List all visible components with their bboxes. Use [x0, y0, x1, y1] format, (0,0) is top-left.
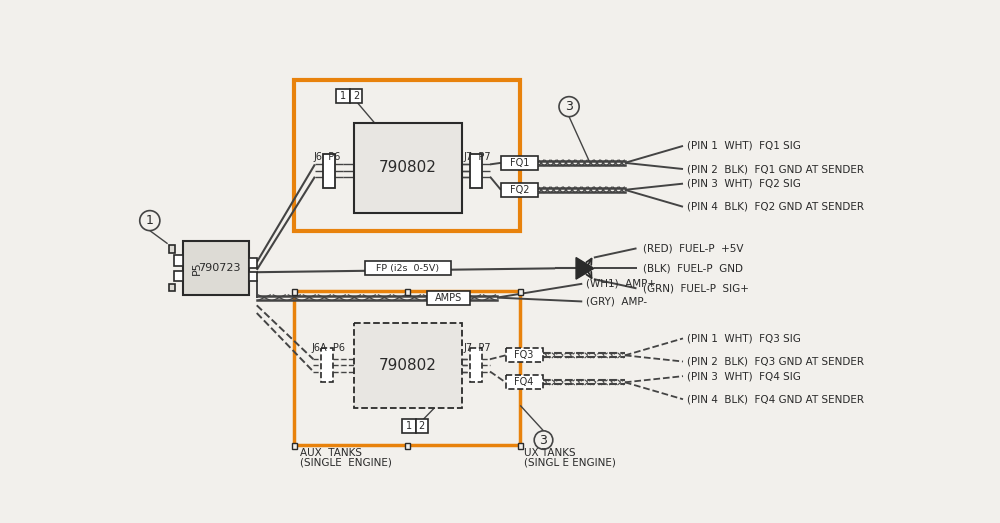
- Text: AMPS: AMPS: [435, 292, 462, 303]
- Bar: [323, 154, 335, 188]
- Bar: [470, 154, 482, 188]
- Bar: [174, 255, 183, 266]
- Bar: [518, 289, 523, 294]
- Text: (GRN)  FUEL-P  SIG+: (GRN) FUEL-P SIG+: [643, 283, 749, 293]
- Text: (PIN 2  BLK)  FQ1 GND AT SENDER: (PIN 2 BLK) FQ1 GND AT SENDER: [687, 164, 864, 174]
- Text: 790802: 790802: [379, 358, 437, 373]
- Text: (PIN 4  BLK)  FQ4 GND AT SENDER: (PIN 4 BLK) FQ4 GND AT SENDER: [687, 394, 864, 404]
- Bar: [402, 419, 416, 433]
- Bar: [183, 242, 249, 295]
- Text: (SINGLE  ENGINE): (SINGLE ENGINE): [300, 458, 392, 468]
- Bar: [169, 245, 175, 253]
- Text: (PIN 3  WHT)  FQ2 SIG: (PIN 3 WHT) FQ2 SIG: [687, 179, 801, 189]
- Bar: [174, 271, 183, 281]
- Text: J6A  P6: J6A P6: [312, 344, 346, 354]
- Text: (GRY)  AMP-: (GRY) AMP-: [586, 297, 647, 306]
- Bar: [506, 348, 543, 362]
- Text: (PIN 1  WHT)  FQ3 SIG: (PIN 1 WHT) FQ3 SIG: [687, 334, 801, 344]
- Text: 790723: 790723: [198, 264, 241, 274]
- Text: 1: 1: [340, 91, 346, 101]
- Text: FQ4: FQ4: [514, 377, 534, 388]
- Bar: [321, 348, 333, 382]
- Text: (BLK)  FUEL-P  GND: (BLK) FUEL-P GND: [643, 264, 743, 274]
- Bar: [501, 156, 538, 170]
- Text: (SINGL E ENGINE): (SINGL E ENGINE): [524, 458, 616, 468]
- Text: FQ2: FQ2: [510, 185, 529, 195]
- Text: J7  P7: J7 P7: [464, 344, 491, 354]
- Bar: [501, 183, 538, 197]
- Bar: [294, 291, 520, 446]
- Text: (PIN 1  WHT)  FQ1 SIG: (PIN 1 WHT) FQ1 SIG: [687, 141, 801, 151]
- Text: 1: 1: [406, 421, 412, 431]
- Bar: [292, 289, 297, 294]
- Bar: [350, 89, 362, 103]
- Bar: [365, 262, 450, 275]
- Bar: [405, 443, 410, 449]
- Text: (PIN 3  WHT)  FQ4 SIG: (PIN 3 WHT) FQ4 SIG: [687, 371, 801, 381]
- Text: 3: 3: [540, 434, 547, 447]
- Bar: [354, 123, 462, 213]
- Text: FQ3: FQ3: [514, 350, 534, 360]
- Text: 3: 3: [565, 100, 573, 113]
- Bar: [518, 443, 523, 449]
- Bar: [336, 89, 350, 103]
- Text: FP (i2s  0-5V): FP (i2s 0-5V): [376, 264, 439, 273]
- Bar: [169, 284, 175, 291]
- Bar: [354, 323, 462, 408]
- Bar: [470, 348, 482, 382]
- Text: 1: 1: [146, 214, 154, 227]
- Bar: [405, 289, 410, 294]
- Text: P5: P5: [192, 262, 202, 275]
- Bar: [427, 291, 470, 304]
- Bar: [506, 376, 543, 389]
- Bar: [416, 419, 428, 433]
- Text: 2: 2: [419, 421, 425, 431]
- Bar: [292, 443, 297, 449]
- Text: 790802: 790802: [379, 160, 437, 175]
- Text: 2: 2: [353, 91, 359, 101]
- Polygon shape: [576, 257, 594, 279]
- Text: FQ1: FQ1: [510, 158, 529, 168]
- Text: (PIN 2  BLK)  FQ3 GND AT SENDER: (PIN 2 BLK) FQ3 GND AT SENDER: [687, 357, 864, 367]
- Text: (RED)  FUEL-P  +5V: (RED) FUEL-P +5V: [643, 243, 743, 253]
- Text: J7  P7: J7 P7: [464, 152, 491, 162]
- Bar: [249, 272, 257, 281]
- Text: UX TANKS: UX TANKS: [524, 448, 576, 458]
- Text: (PIN 4  BLK)  FQ2 GND AT SENDER: (PIN 4 BLK) FQ2 GND AT SENDER: [687, 202, 864, 212]
- Bar: [294, 79, 520, 231]
- Text: J6  P6: J6 P6: [314, 152, 341, 162]
- Text: (WH1)  AMP+: (WH1) AMP+: [586, 279, 656, 289]
- Bar: [249, 258, 257, 268]
- Text: AUX  TANKS: AUX TANKS: [300, 448, 362, 458]
